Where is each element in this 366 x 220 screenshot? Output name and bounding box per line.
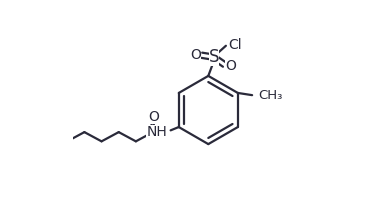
Text: NH: NH: [146, 125, 167, 139]
Text: O: O: [190, 48, 201, 62]
Text: Cl: Cl: [228, 38, 242, 52]
Text: S: S: [209, 48, 219, 66]
Text: CH₃: CH₃: [258, 89, 283, 102]
Text: O: O: [225, 59, 236, 73]
Text: O: O: [149, 110, 160, 124]
